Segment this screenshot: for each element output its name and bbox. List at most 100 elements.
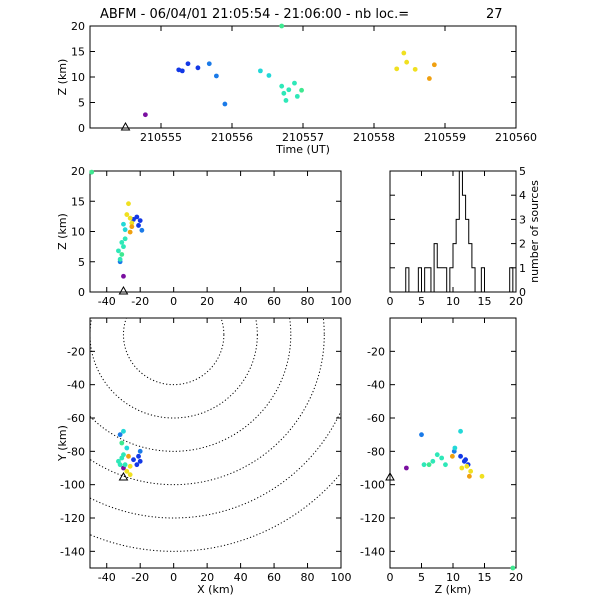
data-point [206,61,212,67]
height-y-panel: 0 5 10 15 20 -140 -120 -100 -80 -60 -40 -20 Z (km) [360,317,523,596]
x_height-frame [89,170,342,293]
y-tick-label: 0 [519,286,526,299]
data-point [119,239,125,245]
plan-view-panel: -40 -20 0 20 40 60 80 100 -140 -120 -100 -80 -60 -40 -… [56,317,352,596]
height_histogram-y-axis-label: number of sources [528,180,541,283]
y-tick-label: 1 [519,262,526,275]
x-tick-label: 0 [387,295,394,308]
data-point [129,224,135,230]
x-tick-label: 5 [418,295,425,308]
data-point [394,66,400,72]
data-point [222,101,228,107]
range-contour [122,318,225,386]
y-tick-label: 5 [78,97,85,110]
title-start: 21:05:54 [212,7,270,22]
data-point [281,90,287,96]
data-point [89,169,95,175]
data-point [213,73,219,79]
data-point [510,565,516,571]
time_height-y-axis-label: Z (km) [56,59,69,96]
y-tick-label: -100 [360,479,385,492]
y-tick-label: -20 [67,345,85,358]
time_height-frame [89,25,517,129]
x-height-panel: -40 -20 0 20 40 60 80 100 0 5 10 15 20 Z (km) [56,165,352,308]
data-point [117,462,123,468]
data-point [119,252,125,257]
data-point [126,453,131,459]
y-tick-label: -60 [367,412,385,425]
data-point [266,73,272,78]
x-tick-label: 100 [331,295,352,308]
x-tick-label: -20 [131,571,149,584]
data-point [185,61,191,67]
data-point [294,93,300,99]
range-contour [90,318,258,419]
height_y-frame [389,317,517,569]
station-triangle [118,471,129,481]
range-contour [90,409,341,519]
data-point [121,428,126,434]
data-point [124,212,130,217]
title-end: 21:06:00 [283,7,341,22]
data-point [117,432,123,438]
x-tick-label: 210558 [353,131,395,144]
x-tick-label: 20 [509,571,523,584]
data-point [412,66,418,72]
y-tick-label: -80 [67,445,85,458]
data-point [137,458,143,464]
x-tick-label: 40 [234,295,248,308]
x_height-y-axis-label: Z (km) [56,213,69,250]
data-point [139,227,145,233]
x-tick-label: -40 [98,571,116,584]
range-contour [90,318,325,486]
data-point [439,455,445,461]
data-point [458,453,463,459]
data-point [121,244,126,250]
data-point [463,457,468,463]
x-tick-label: 20 [200,295,214,308]
data-point [134,214,140,220]
data-point [459,465,465,471]
x-tick-label: 60 [267,571,281,584]
y-tick-label: 10 [71,71,85,84]
y-tick-label: 15 [71,46,85,59]
x-tick-label: 5 [418,571,425,584]
data-point [292,80,297,86]
data-point [117,256,123,262]
x-tick-label: 20 [509,295,523,308]
plan_view-x-axis-label: X (km) [197,583,234,596]
data-point [468,468,474,474]
data-point [127,463,133,469]
y-tick-label: -60 [67,412,85,425]
x-tick-label: 100 [331,571,352,584]
title-sep-3: - [346,7,355,22]
data-point [479,473,485,479]
chart-title: ABFM - 06/04/01 21:05:54 - 21:06:00 - nb… [100,7,409,22]
x-tick-label: 210560 [495,131,537,144]
y-tick-label: -40 [67,379,85,392]
y-tick-label: -100 [60,479,85,492]
x-tick-label: 40 [234,571,248,584]
y-tick-label: 5 [519,165,526,178]
station-triangle [120,121,131,131]
data-point [452,445,458,451]
data-point [127,472,133,478]
y-tick-label: -40 [367,379,385,392]
data-point [279,83,285,89]
histogram-step-line [390,170,516,293]
title-sep-2: - [275,7,284,22]
data-point [121,452,126,458]
data-point [131,457,136,463]
data-point [127,215,133,221]
data-point [195,65,201,71]
y-tick-label: -120 [60,512,85,525]
data-point [449,453,455,459]
plan_view-y-axis-label: Y (km) [56,425,69,462]
y-tick-label: 3 [519,213,526,226]
data-point [299,87,304,93]
data-point [121,221,126,227]
height_y-x-axis-label: Z (km) [435,583,472,596]
y-tick-label: 0 [78,122,85,135]
plan_view-frame [89,317,342,569]
data-point [458,428,463,434]
